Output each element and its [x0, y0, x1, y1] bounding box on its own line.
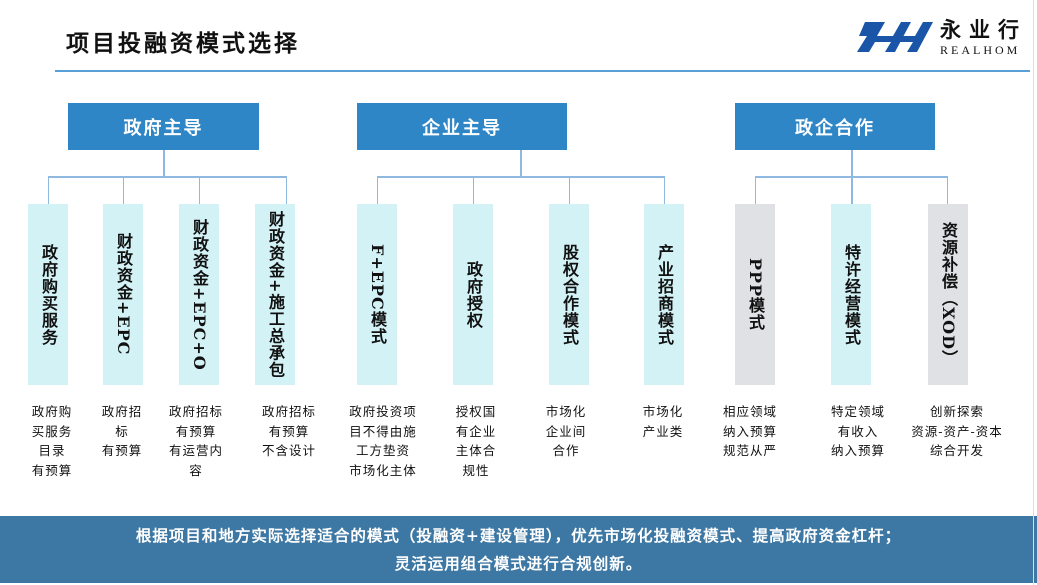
mode-box-fiscal-general-contract: 财政资金+施工总承包 [255, 204, 295, 385]
connector-line [199, 176, 200, 204]
group-header-enterprise: 企业主导 [357, 103, 567, 150]
mode-description: 政府招标 有预算 有运营内 容 [168, 404, 223, 478]
title-divider [55, 70, 1030, 72]
realhom-logo-icon [857, 22, 933, 52]
connector-line [163, 150, 165, 177]
mode-label: PPP模式 [746, 257, 765, 332]
mode-description: 授权国 有企业 主体合 规性 [455, 404, 497, 478]
mode-box-equity-cooperation: 股权合作模式 [549, 204, 589, 385]
mode-box-fiscal-epc: 财政资金+EPC [103, 204, 143, 385]
connector-line [48, 176, 49, 204]
connector-line [755, 176, 948, 178]
logo-text-en: REALHOM [940, 43, 1021, 57]
mode-box-xod: 资源补偿（XOD） [928, 204, 968, 385]
connector-line [520, 150, 522, 177]
connector-line [377, 176, 378, 204]
mode-box-f-epc: F+EPC模式 [357, 204, 397, 385]
mode-label: 股权合作模式 [560, 243, 579, 346]
mode-description: 政府购 买服务 目录 有预算 [31, 404, 73, 478]
mode-box-industry-investment: 产业招商模式 [644, 204, 684, 385]
company-logo: 永业行 REALHOM [855, 14, 1030, 59]
mode-box-ppp: PPP模式 [735, 204, 775, 385]
connector-line [569, 176, 570, 204]
mode-description: 相应领域 纳入预算 规范从严 [722, 404, 777, 458]
mode-box-franchise: 特许经营模式 [831, 204, 871, 385]
mode-label: 财政资金+EPC [114, 233, 133, 356]
connector-line [947, 176, 948, 204]
connector-line [664, 176, 665, 204]
mode-description: 市场化 企业间 合作 [545, 404, 587, 458]
group-header-government: 政府主导 [68, 103, 259, 150]
connector-line [286, 176, 287, 204]
mode-label: 财政资金+施工总承包 [266, 210, 285, 379]
mode-label: 政府授权 [464, 260, 483, 329]
logo-text-cn: 永业行 [940, 17, 1027, 42]
connector-line [755, 176, 756, 204]
summary-line-1: 根据项目和地方实际选择适合的模式（投融资+建设管理），优先市场化投融资模式、提高… [135, 526, 902, 545]
slide-edge [1033, 0, 1034, 585]
mode-description: 政府投资项 目不得由施 工方垫资 市场化主体 [349, 404, 417, 478]
mode-description: 政府招 标 有预算 [101, 404, 143, 458]
group-header-ppp: 政企合作 [735, 103, 935, 150]
page-title: 项目投融资模式选择 [66, 30, 300, 57]
summary-banner: 根据项目和地方实际选择适合的模式（投融资+建设管理），优先市场化投融资模式、提高… [0, 516, 1037, 583]
mode-label: 资源补偿（XOD） [939, 222, 958, 367]
mode-description: 创新探索 资源-资产-资本 综合开发 [911, 404, 1003, 458]
connector-line [377, 176, 665, 178]
mode-label: 特许经营模式 [842, 243, 861, 346]
connector-line [123, 176, 124, 204]
mode-description: 特定领域 有收入 纳入预算 [830, 404, 885, 458]
mode-label: 产业招商模式 [655, 243, 674, 346]
mode-box-gov-purchase: 政府购买服务 [28, 204, 68, 385]
connector-line [48, 176, 287, 178]
summary-line-2: 灵活运用组合模式进行合规创新。 [394, 554, 643, 573]
mode-label: 政府购买服务 [39, 243, 58, 346]
mode-box-gov-authorization: 政府授权 [453, 204, 493, 385]
connector-line [473, 176, 474, 204]
mode-box-fiscal-epco: 财政资金+EPC+O [179, 204, 219, 385]
mode-label: F+EPC模式 [368, 244, 387, 345]
mode-description: 市场化 产业类 [642, 404, 684, 439]
mode-description: 政府招标 有预算 不含设计 [261, 404, 316, 458]
mode-label: 财政资金+EPC+O [190, 218, 209, 371]
